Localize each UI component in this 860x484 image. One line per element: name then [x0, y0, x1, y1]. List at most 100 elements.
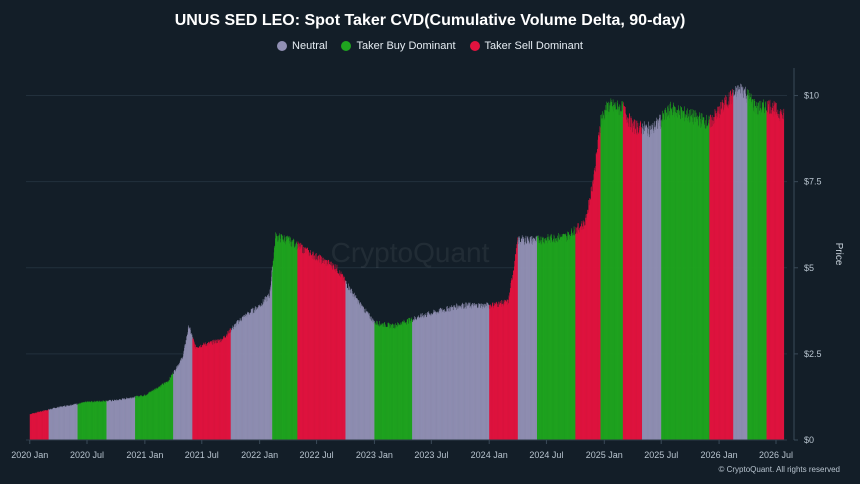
price-bar [407, 323, 409, 440]
price-bar [731, 93, 733, 440]
price-bar [472, 303, 474, 440]
price-bar [444, 310, 446, 440]
price-bar [307, 247, 308, 440]
price-bar [698, 116, 700, 440]
price-bar [675, 114, 677, 440]
legend-item-taker-buy[interactable]: Taker Buy Dominant [341, 40, 456, 52]
price-bar [454, 307, 456, 440]
price-bar [579, 227, 581, 440]
price-bar [486, 305, 487, 440]
price-bar [640, 127, 642, 441]
price-bar [581, 226, 583, 440]
price-bar [362, 306, 364, 440]
price-bar [577, 226, 578, 440]
price-bar [563, 233, 564, 440]
price-bar [359, 302, 361, 440]
price-bar [747, 94, 748, 441]
price-bar [550, 242, 552, 440]
price-bar [336, 264, 338, 440]
price-bar [526, 244, 527, 440]
price-bar [349, 289, 351, 440]
price-bar [73, 404, 75, 440]
price-bar [481, 303, 482, 440]
price-bar [703, 117, 704, 441]
price-bar [315, 259, 317, 440]
price-bar [37, 412, 39, 440]
price-bar [80, 403, 81, 440]
price-bar [104, 401, 105, 440]
price-bar [191, 334, 192, 440]
price-bar [113, 400, 114, 440]
price-bar [418, 318, 419, 440]
price-bar [71, 404, 72, 440]
price-bar [523, 244, 525, 440]
price-bar [138, 396, 139, 440]
price-bar [421, 318, 423, 440]
price-bar [136, 395, 138, 440]
price-bar [306, 248, 308, 440]
price-bar [170, 374, 172, 440]
price-bar [421, 317, 422, 440]
price-bar [526, 237, 528, 440]
price-bar [487, 302, 488, 440]
price-bar [268, 295, 270, 440]
price-bar [713, 117, 714, 440]
price-bar [521, 238, 523, 440]
price-bar [309, 252, 311, 440]
price-bar [433, 310, 435, 440]
price-bar [530, 237, 531, 440]
price-bar [721, 99, 723, 441]
price-bar [717, 111, 719, 440]
price-bar [159, 386, 160, 440]
price-bar [572, 235, 574, 440]
legend-item-taker-sell[interactable]: Taker Sell Dominant [469, 40, 583, 52]
price-bar [659, 128, 661, 440]
price-bar [451, 310, 453, 440]
price-bar [177, 365, 179, 440]
price-bar [642, 135, 644, 440]
price-bar [772, 102, 774, 440]
price-bar [71, 405, 73, 440]
legend-item-neutral[interactable]: Neutral [277, 40, 327, 52]
price-bar [492, 302, 493, 440]
price-bar [50, 408, 51, 440]
price-bar [37, 412, 38, 440]
price-bar [755, 107, 757, 441]
price-bar [341, 273, 342, 440]
price-bar [166, 381, 168, 440]
price-bar [704, 123, 706, 440]
price-bar [690, 116, 691, 440]
price-bar [292, 241, 293, 440]
price-bar [614, 109, 616, 441]
price-bar [248, 312, 250, 440]
price-bar [437, 311, 439, 440]
price-bar [304, 247, 305, 440]
price-bar [156, 387, 157, 440]
price-bar [773, 111, 775, 441]
price-bar [247, 314, 249, 440]
price-bar [617, 106, 619, 440]
price-bar [673, 104, 675, 440]
price-bar [368, 312, 369, 440]
price-bar [334, 264, 336, 440]
price-bar [585, 214, 587, 440]
price-bar [512, 279, 513, 440]
price-bar [450, 306, 451, 440]
price-bar [89, 402, 90, 440]
price-bar [742, 97, 744, 441]
price-bar [684, 106, 685, 441]
price-bar [232, 329, 234, 440]
price-bar [120, 399, 121, 440]
price-bar [408, 323, 409, 440]
price-bar [131, 397, 133, 440]
price-bar [79, 402, 81, 440]
price-bar [783, 108, 785, 441]
price-bar [701, 113, 703, 440]
price-bar [207, 345, 209, 440]
price-bar [414, 319, 416, 440]
price-bar [298, 244, 299, 440]
price-bar [752, 107, 754, 440]
price-bar [164, 383, 166, 440]
price-bar [310, 250, 311, 440]
price-bar [769, 99, 771, 441]
